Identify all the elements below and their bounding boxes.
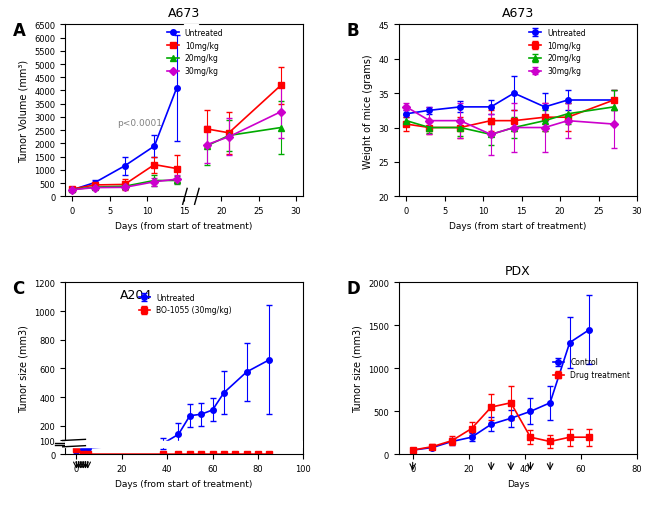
X-axis label: Days (from start of treatment): Days (from start of treatment) [449,221,586,230]
X-axis label: Days: Days [506,479,529,488]
Y-axis label: Tumor size (mm3): Tumor size (mm3) [19,325,29,413]
Y-axis label: Tumor size (mm3): Tumor size (mm3) [352,325,363,413]
Title: A673: A673 [502,7,534,20]
Legend: Control, Drug treatment: Control, Drug treatment [549,355,633,383]
Text: C: C [12,279,25,297]
Text: p<0.0001: p<0.0001 [117,119,162,128]
Bar [65,441,304,446]
Y-axis label: Tumor Volume (mm³): Tumor Volume (mm³) [19,60,29,163]
X-axis label: Days (from start of treatment): Days (from start of treatment) [116,479,253,488]
X-axis label: Days (from start of treatment): Days (from start of treatment) [116,221,253,230]
Text: A204: A204 [120,288,153,301]
Text: D: D [346,279,360,297]
Bar [184,25,198,197]
Text: B: B [346,22,359,40]
Text: A: A [12,22,25,40]
Title: A673: A673 [168,7,200,20]
Title: PDX: PDX [505,265,530,277]
Legend: Untreated, 10mg/kg, 20mg/kg, 30mg/kg: Untreated, 10mg/kg, 20mg/kg, 30mg/kg [526,26,589,79]
Legend: Untreated, BO-1055 (30mg/kg): Untreated, BO-1055 (30mg/kg) [136,290,235,318]
Y-axis label: Weight of mice (grams): Weight of mice (grams) [363,54,372,168]
Legend: Untreated, 10mg/kg, 20mg/kg, 30mg/kg: Untreated, 10mg/kg, 20mg/kg, 30mg/kg [164,26,226,79]
